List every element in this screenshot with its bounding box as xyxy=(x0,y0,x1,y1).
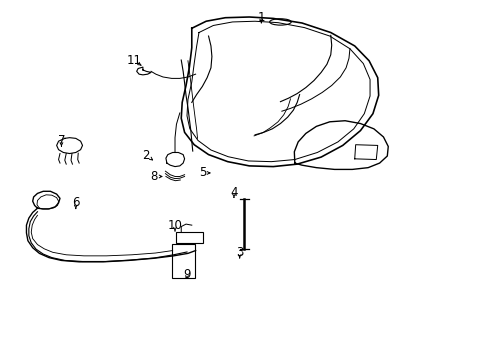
Bar xyxy=(176,231,203,243)
Text: 10: 10 xyxy=(167,219,182,232)
Text: 2: 2 xyxy=(142,149,150,162)
Text: 5: 5 xyxy=(198,166,205,179)
Bar xyxy=(171,243,194,278)
Text: 8: 8 xyxy=(149,170,157,183)
Text: 6: 6 xyxy=(72,197,80,210)
Text: 3: 3 xyxy=(236,246,243,259)
Text: 1: 1 xyxy=(257,11,264,24)
Text: 9: 9 xyxy=(183,268,190,281)
Text: 4: 4 xyxy=(230,186,237,199)
Text: 7: 7 xyxy=(58,134,65,147)
Text: 11: 11 xyxy=(126,54,142,67)
